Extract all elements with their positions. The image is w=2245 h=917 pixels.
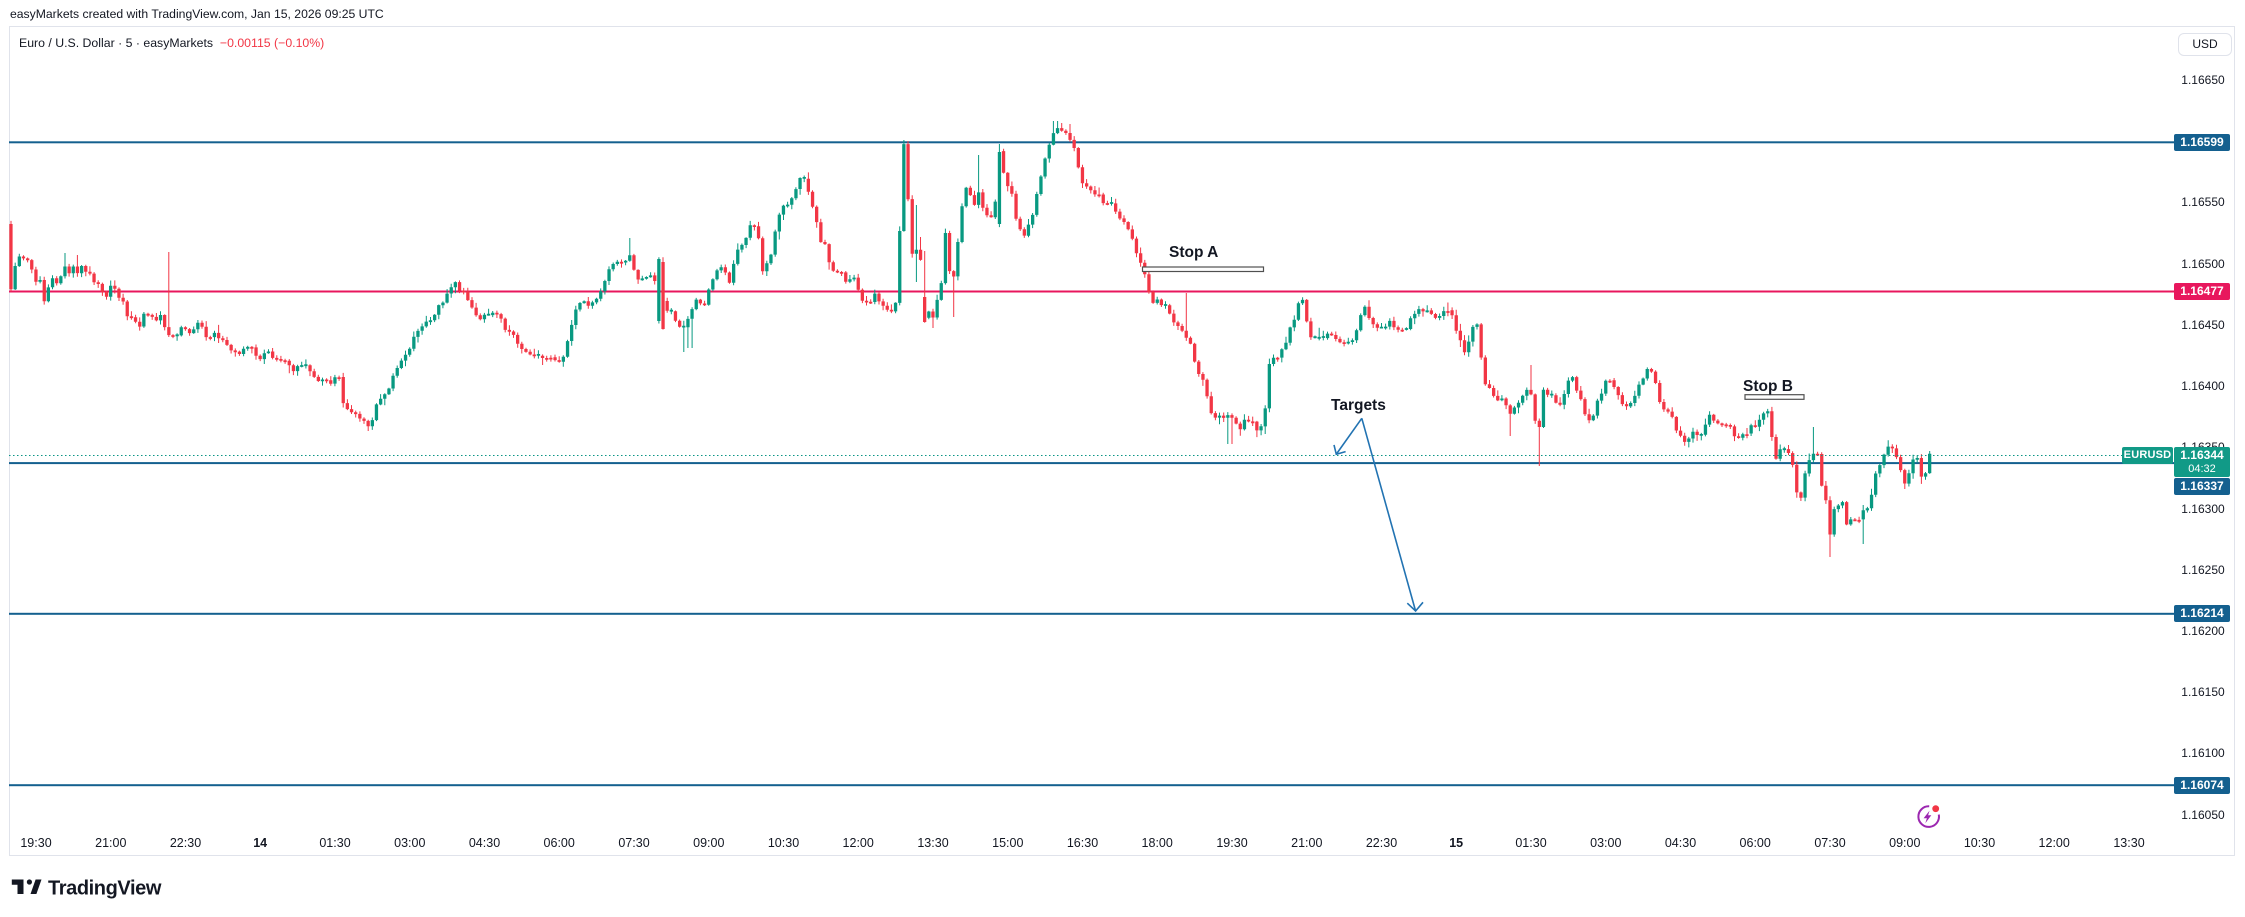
svg-text:TradingView: TradingView <box>48 878 162 900</box>
